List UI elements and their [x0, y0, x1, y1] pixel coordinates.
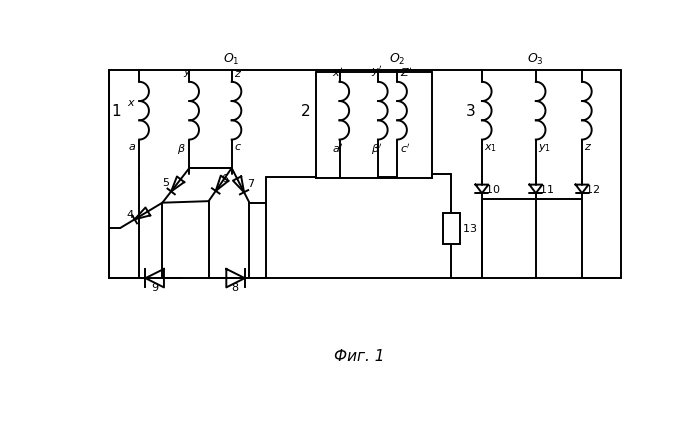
Text: $3$: $3$ [465, 103, 475, 119]
Text: $y$: $y$ [183, 68, 192, 79]
Text: $O_2$: $O_2$ [389, 52, 405, 67]
Text: $c$: $c$ [234, 142, 242, 152]
Text: $6$: $6$ [220, 173, 229, 184]
Text: $O_1$: $O_1$ [223, 52, 240, 67]
Text: $13$: $13$ [462, 222, 477, 234]
Text: $9$: $9$ [150, 280, 159, 293]
Text: $x'$: $x'$ [332, 66, 344, 79]
Text: $2$: $2$ [300, 103, 310, 119]
Text: $4$: $4$ [126, 208, 134, 220]
Text: $y_1$: $y_1$ [538, 142, 552, 154]
Text: $O_3$: $O_3$ [528, 52, 544, 67]
Text: $Z'$: $Z'$ [400, 66, 412, 79]
Text: Фиг. 1: Фиг. 1 [333, 349, 384, 364]
Text: $y'$: $y'$ [371, 65, 382, 79]
Text: $z$: $z$ [234, 70, 242, 79]
Text: $1$: $1$ [111, 103, 121, 119]
Text: $x_1$: $x_1$ [484, 142, 498, 154]
Text: $β'$: $β'$ [370, 142, 382, 157]
Text: $c'$: $c'$ [400, 142, 410, 155]
Text: $10$: $10$ [485, 183, 500, 195]
Text: $x$: $x$ [127, 98, 136, 108]
Text: $11$: $11$ [539, 183, 554, 195]
Text: $5$: $5$ [162, 176, 170, 187]
Text: $z$: $z$ [584, 142, 592, 152]
Text: $7$: $7$ [246, 177, 255, 189]
Text: $a$: $a$ [128, 142, 136, 152]
Text: $12$: $12$ [585, 183, 600, 195]
Text: $a'$: $a'$ [332, 142, 344, 155]
Bar [442, 212, 460, 244]
Text: $8$: $8$ [232, 280, 239, 293]
Text: $β$: $β$ [178, 142, 186, 156]
